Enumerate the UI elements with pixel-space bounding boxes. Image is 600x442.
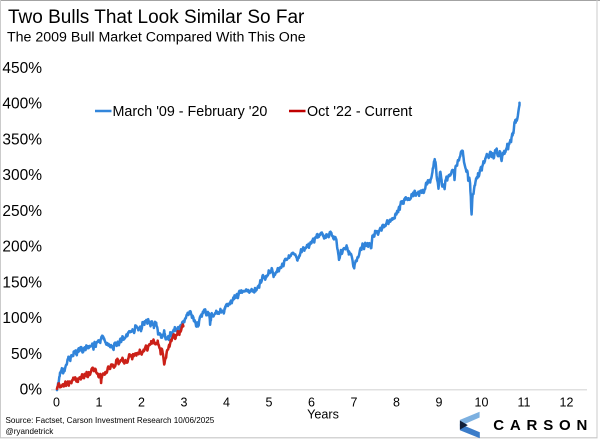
svg-text:12: 12	[560, 396, 574, 410]
svg-text:1: 1	[96, 396, 103, 410]
svg-text:150%: 150%	[2, 274, 42, 291]
svg-text:0%: 0%	[20, 382, 43, 399]
svg-text:4: 4	[223, 396, 230, 410]
svg-text:250%: 250%	[2, 203, 42, 220]
svg-text:350%: 350%	[2, 131, 42, 148]
svg-text:Source: Factset, Carson Invest: Source: Factset, Carson Investment Resea…	[6, 416, 215, 425]
svg-text:5: 5	[266, 396, 273, 410]
svg-text:0: 0	[53, 396, 60, 410]
svg-text:100%: 100%	[2, 310, 42, 327]
svg-text:Oct '22 - Current: Oct '22 - Current	[307, 104, 412, 120]
svg-text:The 2009 Bull Market Compared: The 2009 Bull Market Compared With This …	[7, 30, 306, 46]
svg-text:50%: 50%	[11, 346, 42, 363]
svg-text:200%: 200%	[2, 239, 42, 256]
svg-text:300%: 300%	[2, 167, 42, 184]
svg-text:3: 3	[181, 396, 188, 410]
svg-text:6: 6	[308, 396, 315, 410]
svg-text:400%: 400%	[2, 96, 42, 113]
svg-text:11: 11	[518, 396, 531, 410]
svg-text:10: 10	[475, 396, 489, 410]
svg-text:7: 7	[351, 396, 358, 410]
svg-text:2: 2	[138, 396, 145, 410]
svg-text:450%: 450%	[2, 60, 42, 77]
svg-text:9: 9	[436, 396, 443, 410]
svg-text:8: 8	[393, 396, 400, 410]
svg-text:Two Bulls That Look Similar So: Two Bulls That Look Similar So Far	[8, 7, 305, 28]
svg-text:Years: Years	[307, 407, 339, 421]
svg-text:@ryandetrick: @ryandetrick	[6, 427, 55, 436]
svg-text:March '09 - February '20: March '09 - February '20	[113, 104, 268, 120]
svg-text:CARSON: CARSON	[493, 417, 593, 434]
